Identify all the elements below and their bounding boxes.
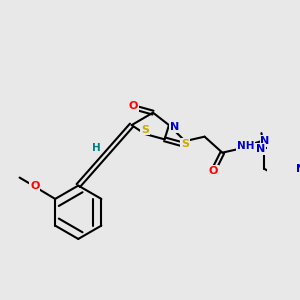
Text: S: S bbox=[181, 139, 189, 149]
Text: N: N bbox=[296, 164, 300, 174]
Text: N: N bbox=[256, 144, 265, 154]
Text: NH: NH bbox=[237, 141, 254, 151]
Text: N: N bbox=[260, 136, 270, 146]
Text: S: S bbox=[141, 124, 149, 134]
Text: O: O bbox=[30, 182, 39, 191]
Text: O: O bbox=[209, 166, 218, 176]
Text: O: O bbox=[129, 101, 138, 111]
Text: H: H bbox=[92, 143, 100, 153]
Text: N: N bbox=[170, 122, 179, 132]
